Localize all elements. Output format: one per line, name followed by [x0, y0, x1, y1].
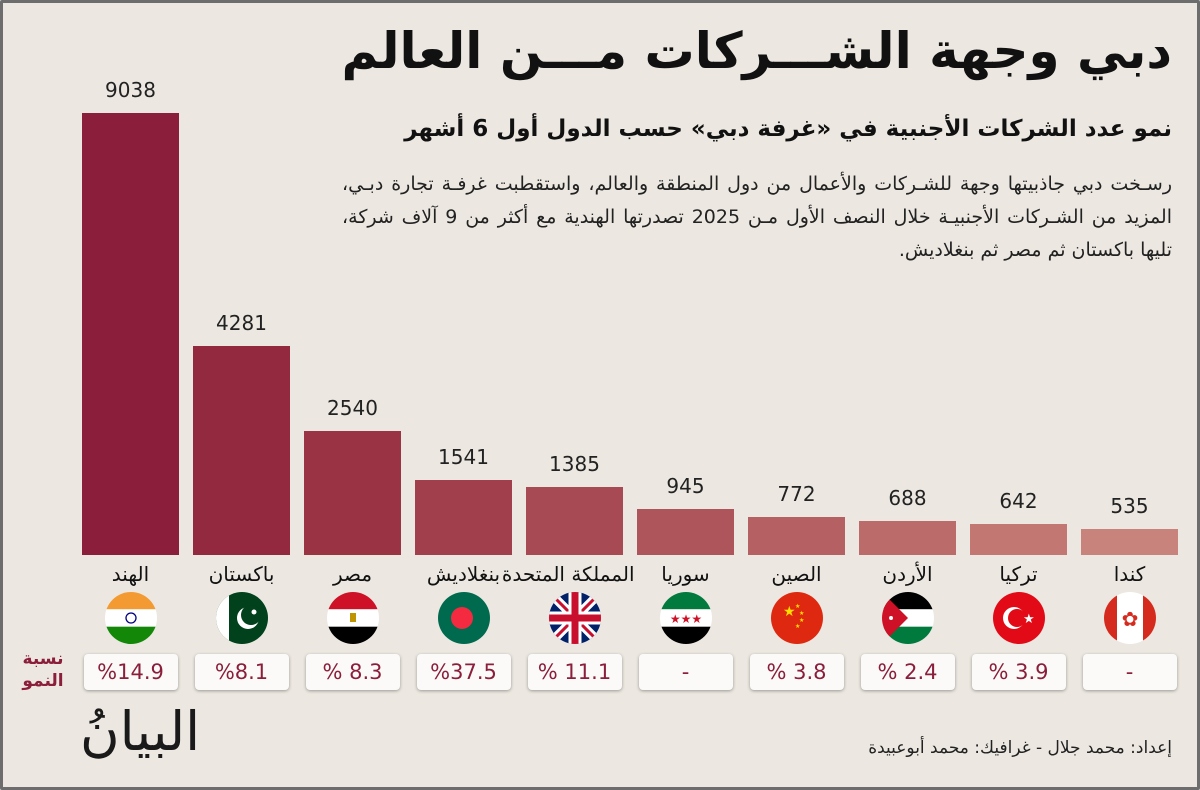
growth-rate-box: % 3.9 — [971, 654, 1066, 690]
data-label: 772 — [777, 482, 816, 507]
data-label: 945 — [666, 473, 705, 498]
svg-text:★: ★ — [799, 610, 804, 617]
credits: إعداد: محمد جلال - غرافيك: محمد أبوعبيدة — [868, 738, 1172, 758]
india-flag-icon — [104, 592, 157, 644]
category-label: كندا — [1113, 562, 1146, 586]
china-flag-icon: ★ ★ ★ ★ ★ — [770, 592, 823, 644]
category-label: سوريا — [661, 562, 710, 586]
bar-uk — [526, 487, 623, 555]
svg-text:★: ★ — [783, 604, 796, 620]
jordan-flag-icon — [881, 592, 934, 644]
svg-text:★: ★ — [799, 617, 804, 624]
svg-text:★: ★ — [795, 603, 800, 610]
bar-egypt — [304, 430, 401, 555]
chart-subtitle: نمو عدد الشركات الأجنبية في «غرفة دبي» ح… — [404, 116, 1172, 142]
category-label: بنغلاديش — [426, 562, 501, 586]
data-label: 2540 — [327, 395, 378, 420]
category-label: باكستان — [208, 562, 275, 586]
growth-rate-box: % 11.1 — [527, 654, 622, 690]
data-label: 4281 — [216, 310, 267, 335]
growth-rate-box: % 2.4 — [860, 654, 955, 690]
category-label: الصين — [771, 562, 822, 586]
category-label: المملكة المتحدة — [501, 562, 635, 586]
data-label: 642 — [999, 488, 1038, 513]
canada-flag-icon: ✿ — [1103, 592, 1156, 644]
bar-syria — [637, 508, 734, 555]
growth-rate-box: %8.1 — [194, 654, 289, 690]
svg-text:✿: ✿ — [1121, 607, 1138, 631]
svg-text:★: ★ — [1023, 612, 1035, 627]
data-label: 9038 — [105, 78, 156, 102]
category-label: مصر — [332, 562, 373, 586]
data-label: 1541 — [438, 444, 489, 469]
turkey-flag-icon: ★ — [992, 592, 1045, 644]
growth-rate-box: % 8.3 — [305, 654, 400, 690]
category-label: الأردن — [882, 562, 933, 586]
svg-text:★: ★ — [795, 623, 800, 630]
growth-rate-box: - — [1082, 654, 1177, 690]
bar-turkey — [970, 523, 1067, 555]
data-label: 1385 — [549, 452, 600, 477]
description-paragraph: رسـخت دبي جاذبيتها وجهة للشـركات والأعما… — [342, 173, 1172, 261]
category-label: الهند — [111, 562, 150, 586]
growth-row-label: نسبة النمو — [22, 649, 64, 691]
category-label: تركيا — [999, 562, 1038, 586]
bar-india — [82, 113, 179, 555]
bar-canada — [1081, 528, 1178, 555]
growth-rate-box: % 3.8 — [749, 654, 844, 690]
growth-rate-box: %14.9 — [83, 654, 178, 690]
data-label: 688 — [888, 486, 927, 511]
page-title: دبي وجهة الشـــركات مـــن العالم — [341, 22, 1172, 80]
bar-pakistan — [193, 345, 290, 555]
syria-flag-icon: ★★★ — [659, 592, 712, 644]
svg-text:★★★: ★★★ — [669, 612, 701, 626]
albayan-logo: البيانُ — [80, 700, 201, 763]
uk-flag-icon — [548, 592, 601, 644]
growth-rate-box: - — [638, 654, 733, 690]
growth-rate-box: %37.5 — [416, 654, 511, 690]
bar-bangladesh — [415, 479, 512, 555]
bangladesh-flag-icon — [437, 592, 490, 644]
egypt-flag-icon — [326, 592, 379, 644]
data-label: 535 — [1110, 493, 1149, 518]
pakistan-flag-icon — [215, 592, 268, 644]
bar-china — [748, 517, 845, 555]
bar-jordan — [859, 521, 956, 555]
